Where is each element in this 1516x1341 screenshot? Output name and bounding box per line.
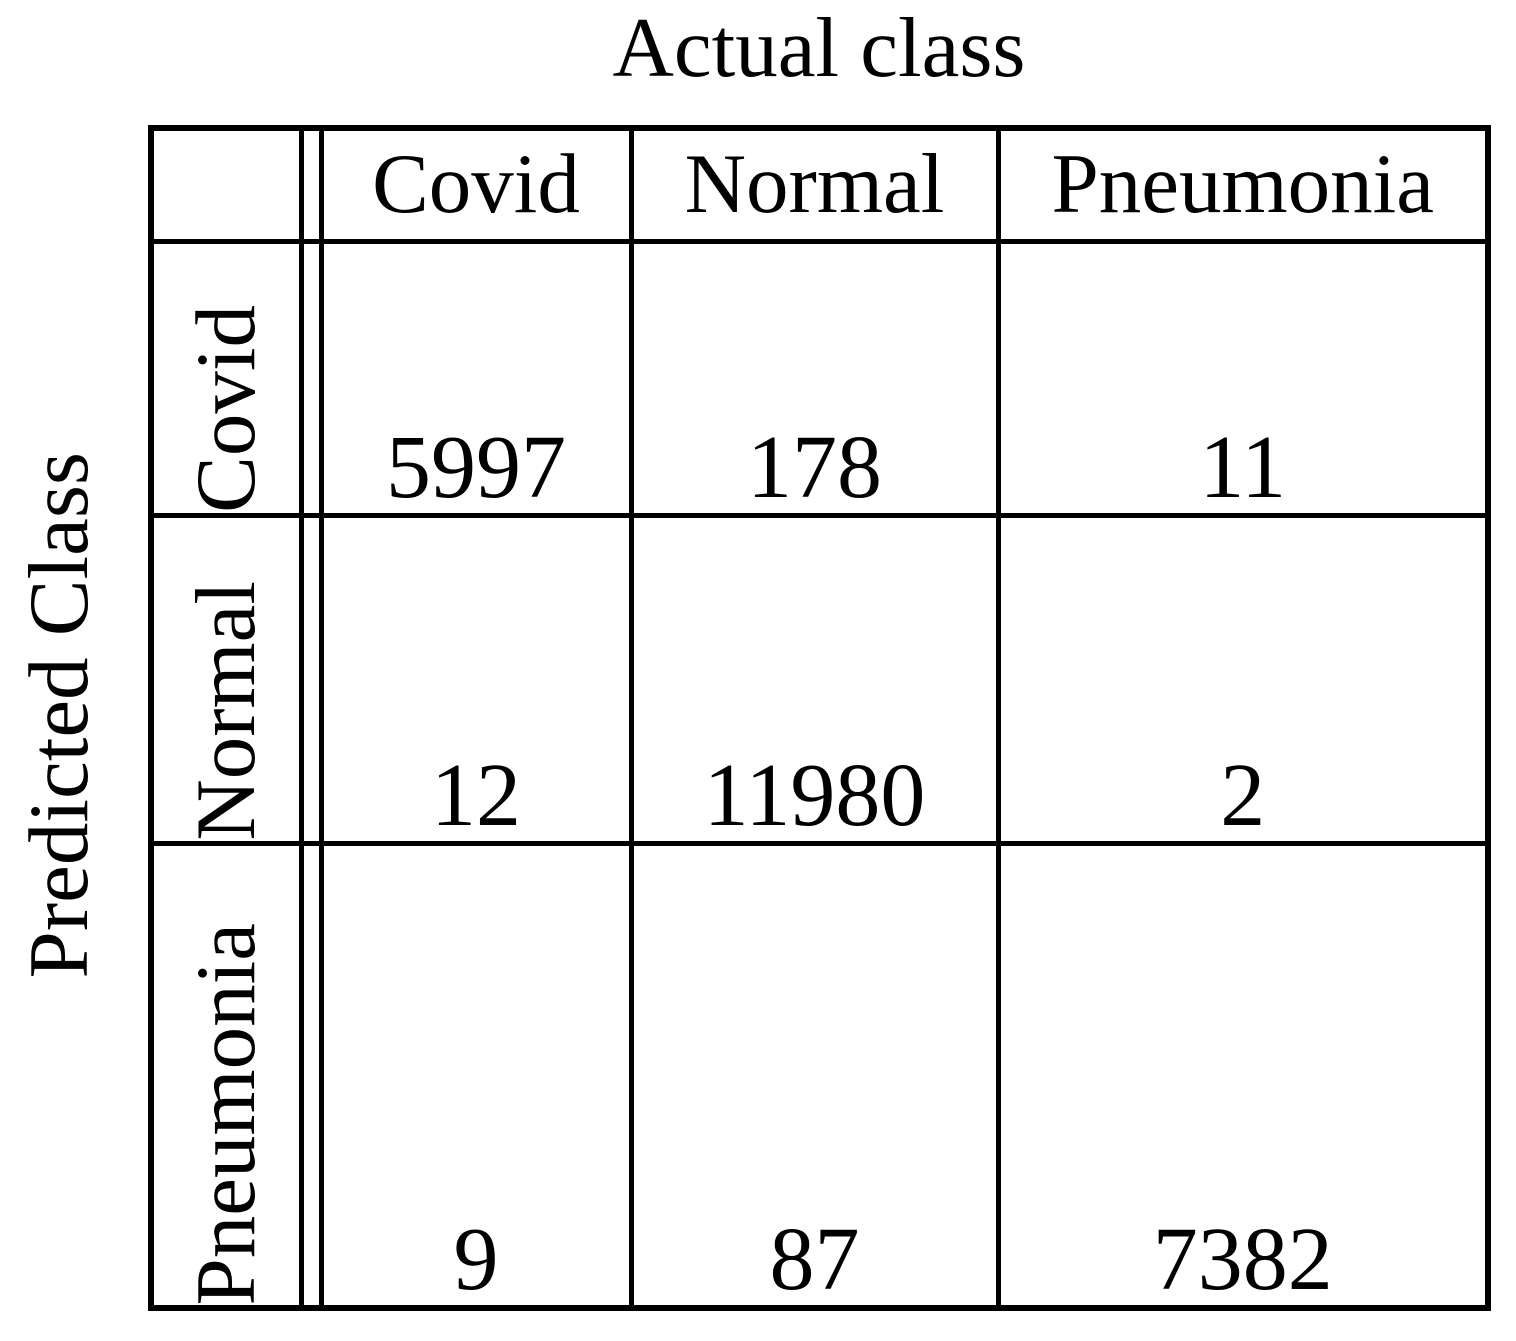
- cell-pneumonia-covid: 9: [318, 840, 634, 1311]
- table-row-normal: Normal 12 11980 2: [148, 512, 1491, 846]
- col-header-covid: Covid: [318, 125, 634, 244]
- corner-cell: [148, 125, 304, 244]
- cell-pneumonia-normal: 87: [628, 840, 1001, 1311]
- row-header-covid: Covid: [148, 238, 304, 518]
- row-axis-title: Predicted Class: [12, 451, 106, 979]
- cell-covid-covid: 5997: [318, 238, 634, 518]
- col-header-normal: Normal: [628, 125, 1001, 244]
- col-header-pneumonia: Pneumonia: [995, 125, 1491, 244]
- row-header-pneumonia-label: Pneumonia: [178, 922, 273, 1305]
- table-row-pneumonia: Pneumonia 9 87 7382: [148, 840, 1491, 1311]
- cell-normal-covid: 12: [318, 512, 634, 846]
- header-row: Covid Normal Pneumonia: [148, 125, 1491, 244]
- double-rule-spacer: [298, 125, 324, 244]
- cell-covid-pneumonia: 11: [995, 238, 1491, 518]
- double-rule-spacer: [298, 840, 324, 1311]
- double-rule-spacer: [298, 512, 324, 846]
- row-header-covid-label: Covid: [178, 304, 273, 513]
- row-header-normal: Normal: [148, 512, 304, 846]
- confusion-matrix-table: Covid Normal Pneumonia Covid 5997 178 11…: [148, 125, 1491, 1311]
- cell-normal-pneumonia: 2: [995, 512, 1491, 846]
- row-header-normal-label: Normal: [178, 580, 273, 841]
- cell-pneumonia-pneumonia: 7382: [995, 840, 1491, 1311]
- col-axis-title: Actual class: [612, 1, 1026, 95]
- double-rule-spacer: [298, 238, 324, 518]
- table-row-covid: Covid 5997 178 11: [148, 238, 1491, 518]
- cell-covid-normal: 178: [628, 238, 1001, 518]
- cell-normal-normal: 11980: [628, 512, 1001, 846]
- row-header-pneumonia: Pneumonia: [148, 840, 304, 1311]
- row-axis-title-box: Predicted Class: [12, 125, 107, 1305]
